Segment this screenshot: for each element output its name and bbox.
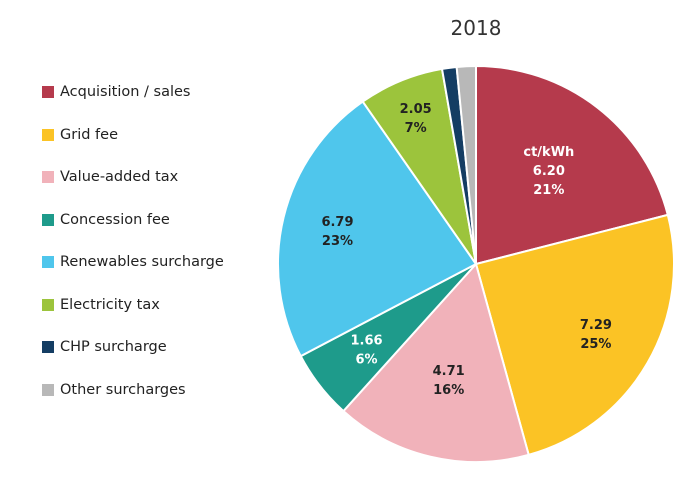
legend-label: Other surcharges bbox=[60, 381, 186, 398]
legend-swatch bbox=[42, 256, 54, 268]
slice-label: 7% bbox=[405, 121, 427, 136]
legend-label: Renewables surcharge bbox=[60, 254, 224, 270]
slice-label: 16% bbox=[433, 383, 464, 398]
legend-swatch bbox=[42, 213, 54, 226]
slice-label: 1.66 bbox=[351, 334, 383, 349]
slice-label: 23% bbox=[322, 234, 353, 249]
legend-swatch bbox=[42, 86, 54, 98]
slice-label: 4.71 bbox=[433, 364, 465, 379]
slice-label: 7.29 bbox=[580, 318, 612, 333]
legend-swatch bbox=[42, 298, 54, 311]
legend-swatch bbox=[42, 171, 54, 183]
pie-slice bbox=[475, 64, 670, 266]
legend-swatch bbox=[42, 128, 54, 141]
legend-label: Grid fee bbox=[60, 126, 118, 143]
slice-label: 6.20 bbox=[533, 164, 565, 179]
pie-slice bbox=[342, 261, 530, 463]
slice-label: 21% bbox=[533, 183, 564, 198]
legend-label: CHP surcharge bbox=[60, 339, 167, 355]
legend-label: Value-added tax bbox=[60, 169, 179, 185]
slice-label: ct/kWh bbox=[523, 145, 574, 160]
chart-title: 2018 bbox=[450, 16, 502, 40]
pie-slice bbox=[277, 100, 478, 358]
legend-swatch bbox=[42, 383, 54, 396]
legend-label: Electricity tax bbox=[60, 296, 160, 313]
legend-swatch bbox=[42, 341, 54, 353]
slice-label: 25% bbox=[580, 337, 611, 352]
pie-slice bbox=[474, 213, 675, 457]
pie-slice bbox=[455, 64, 477, 265]
legend-label: Acquisition / sales bbox=[60, 84, 191, 100]
legend-label: Concession fee bbox=[60, 211, 170, 228]
slice-label: 6.79 bbox=[321, 215, 353, 230]
slice-label: 2.05 bbox=[400, 102, 432, 117]
slice-label: 6% bbox=[356, 353, 378, 368]
